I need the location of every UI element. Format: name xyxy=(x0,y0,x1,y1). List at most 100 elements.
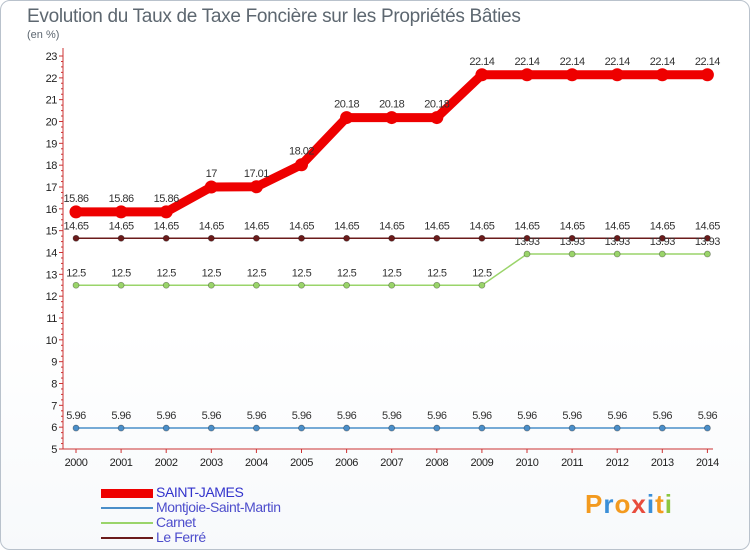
data-point xyxy=(252,281,260,289)
data-label: 14.65 xyxy=(334,220,359,232)
data-label: 14.65 xyxy=(514,220,539,232)
x-tick-label: 2002 xyxy=(155,457,178,469)
data-point xyxy=(388,234,396,242)
data-label: 12.5 xyxy=(66,267,86,279)
data-point xyxy=(159,205,173,219)
data-point xyxy=(207,234,215,242)
data-point xyxy=(658,250,666,258)
x-tick-label: 2014 xyxy=(696,457,719,469)
data-point xyxy=(478,424,486,432)
data-label: 14.65 xyxy=(560,220,585,232)
data-label: 12.5 xyxy=(472,267,492,279)
data-label: 22.14 xyxy=(695,56,720,68)
data-point xyxy=(162,424,170,432)
y-tick-label: 23 xyxy=(46,51,58,63)
data-label: 14.65 xyxy=(695,220,720,232)
y-tick-label: 16 xyxy=(46,204,58,216)
x-tick-label: 2006 xyxy=(335,457,358,469)
data-label: 12.5 xyxy=(247,267,267,279)
data-label: 5.96 xyxy=(247,410,267,422)
data-label: 5.96 xyxy=(382,410,402,422)
legend-swatch xyxy=(101,522,153,524)
data-point xyxy=(704,424,711,432)
data-label: 12.5 xyxy=(427,267,447,279)
data-label: 5.96 xyxy=(292,410,312,422)
data-label: 12.5 xyxy=(202,267,222,279)
data-point xyxy=(72,424,80,432)
data-label: 14.65 xyxy=(109,220,134,232)
data-point xyxy=(114,205,128,219)
data-label: 17.01 xyxy=(244,168,269,180)
data-point xyxy=(613,234,621,242)
data-label: 15.86 xyxy=(109,193,134,205)
data-point xyxy=(704,250,711,258)
data-point xyxy=(69,205,83,219)
x-tick-label: 2007 xyxy=(380,457,403,469)
data-point xyxy=(72,234,80,242)
brand-letter: o xyxy=(614,489,632,519)
y-tick-label: 8 xyxy=(51,379,57,391)
data-point xyxy=(523,250,531,258)
brand-logo: Proxiti xyxy=(585,489,673,520)
data-label: 5.96 xyxy=(111,410,131,422)
data-label: 13.93 xyxy=(560,236,585,248)
data-point xyxy=(658,424,666,432)
data-label: 14.65 xyxy=(650,220,675,232)
data-point xyxy=(523,424,531,432)
data-point xyxy=(117,234,125,242)
data-label: 14.65 xyxy=(244,220,269,232)
data-label: 12.5 xyxy=(111,267,131,279)
data-point xyxy=(162,281,170,289)
data-label: 14.65 xyxy=(199,220,224,232)
data-point xyxy=(433,234,441,242)
y-tick-label: 9 xyxy=(51,357,57,369)
data-label: 14.65 xyxy=(63,220,88,232)
data-label: 12.5 xyxy=(382,267,402,279)
data-point xyxy=(72,281,80,289)
data-label: 5.96 xyxy=(653,410,673,422)
y-tick-label: 15 xyxy=(46,226,58,238)
data-point xyxy=(252,234,260,242)
x-tick-label: 2012 xyxy=(606,457,629,469)
data-point xyxy=(298,424,305,432)
y-tick-label: 13 xyxy=(46,269,58,281)
chart-title: Evolution du Taux de Taxe Foncière sur l… xyxy=(27,6,521,27)
data-label: 22.14 xyxy=(514,56,539,68)
data-point xyxy=(388,281,396,289)
y-tick-label: 14 xyxy=(46,248,58,260)
y-tick-label: 18 xyxy=(46,160,58,172)
data-label: 13.93 xyxy=(514,236,539,248)
y-tick-label: 20 xyxy=(46,117,58,129)
data-point xyxy=(385,111,399,125)
data-point xyxy=(700,68,714,82)
data-point xyxy=(343,234,351,242)
data-label: 5.96 xyxy=(472,410,492,422)
data-label: 13.93 xyxy=(650,236,675,248)
legend-label: SAINT-JAMES xyxy=(156,484,244,500)
brand-letter: i xyxy=(664,489,673,519)
data-point xyxy=(343,281,351,289)
brand-letter: r xyxy=(603,489,615,519)
data-label: 14.65 xyxy=(379,220,404,232)
brand-letter: x xyxy=(631,489,647,519)
data-point xyxy=(475,68,489,82)
data-point xyxy=(433,424,441,432)
data-point xyxy=(704,234,711,242)
data-label: 17 xyxy=(206,168,218,180)
data-point xyxy=(204,180,218,194)
x-tick-label: 2001 xyxy=(110,457,133,469)
data-label: 20.18 xyxy=(334,99,359,111)
data-point xyxy=(252,424,260,432)
legend-label: Le Ferré xyxy=(156,529,206,545)
data-point xyxy=(565,68,579,82)
data-point xyxy=(207,424,215,432)
data-point xyxy=(298,281,305,289)
data-label: 5.96 xyxy=(427,410,447,422)
data-label: 22.14 xyxy=(560,56,585,68)
brand-letter: i xyxy=(646,489,656,519)
brand-letter: P xyxy=(585,489,604,519)
data-point xyxy=(478,234,486,242)
data-point xyxy=(343,424,351,432)
